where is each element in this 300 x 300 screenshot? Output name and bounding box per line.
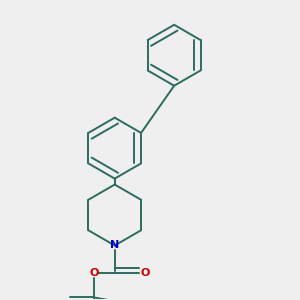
Text: N: N — [110, 241, 119, 250]
Text: O: O — [90, 268, 99, 278]
Text: O: O — [140, 268, 149, 278]
